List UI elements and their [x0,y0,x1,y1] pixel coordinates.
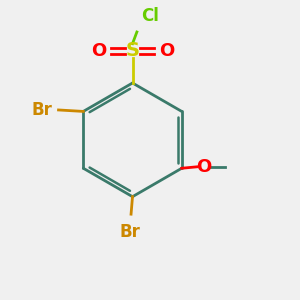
Text: S: S [125,41,140,60]
Text: Cl: Cl [141,7,159,25]
Text: O: O [159,42,174,60]
Text: Br: Br [32,101,53,119]
Text: O: O [91,42,106,60]
Text: Br: Br [119,223,140,241]
Text: O: O [196,158,211,176]
